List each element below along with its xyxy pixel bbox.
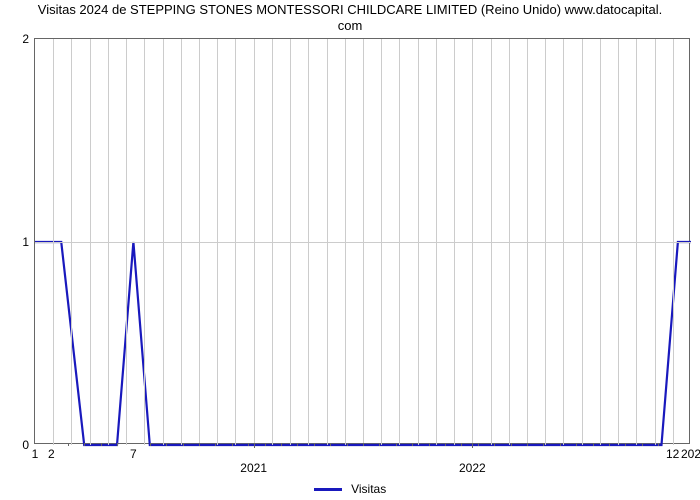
x-tick-minor: [297, 443, 298, 446]
gridline-vertical: [472, 39, 473, 445]
x-tick-minor: [101, 443, 102, 446]
x-tick-minor: [347, 443, 348, 446]
x-tick-minor: [183, 443, 184, 446]
x-tick-minor: [609, 443, 610, 446]
gridline-vertical: [108, 39, 109, 445]
x-tick-minor: [560, 443, 561, 446]
gridline-vertical: [126, 39, 127, 445]
gridline-vertical: [217, 39, 218, 445]
gridline-vertical: [655, 39, 656, 445]
x-tick-minor: [543, 443, 544, 446]
x-day-label: 1: [32, 447, 39, 461]
x-tick-minor: [625, 443, 626, 446]
gridline-vertical: [418, 39, 419, 445]
x-tick-minor: [412, 443, 413, 446]
x-tick-minor: [445, 443, 446, 446]
x-tick-minor: [68, 443, 69, 446]
gridline-vertical: [399, 39, 400, 445]
gridline-vertical: [327, 39, 328, 445]
x-day-label: 2: [48, 447, 55, 461]
title-line-1: Visitas 2024 de STEPPING STONES MONTESSO…: [38, 2, 662, 17]
gridline-vertical: [545, 39, 546, 445]
gridline-vertical: [582, 39, 583, 445]
gridline-vertical: [290, 39, 291, 445]
x-tick-minor: [396, 443, 397, 446]
x-tick-minor: [150, 443, 151, 446]
x-tick-minor: [576, 443, 577, 446]
x-tick-minor: [363, 443, 364, 446]
gridline-vertical: [272, 39, 273, 445]
gridline-vertical: [144, 39, 145, 445]
gridline-vertical: [381, 39, 382, 445]
gridline-vertical: [491, 39, 492, 445]
title-line-2: com: [338, 18, 363, 33]
x-tick-minor: [511, 443, 512, 446]
x-tick-minor: [478, 443, 479, 446]
gridline-vertical: [90, 39, 91, 445]
gridline-vertical: [363, 39, 364, 445]
gridline-vertical: [71, 39, 72, 445]
x-tick-major: [254, 443, 255, 448]
legend-swatch: [314, 488, 342, 491]
x-tick-minor: [379, 443, 380, 446]
x-tick-minor: [232, 443, 233, 446]
x-tick-minor: [429, 443, 430, 446]
x-tick-minor: [265, 443, 266, 446]
gridline-vertical: [199, 39, 200, 445]
x-tick-minor: [166, 443, 167, 446]
x-day-label: 7: [130, 447, 137, 461]
chart-title: Visitas 2024 de STEPPING STONES MONTESSO…: [0, 2, 700, 33]
x-day-label: 12: [666, 447, 679, 461]
gridline-vertical: [527, 39, 528, 445]
y-tick-label: 2: [22, 32, 29, 46]
x-tick-minor: [642, 443, 643, 446]
x-tick-minor: [199, 443, 200, 446]
legend-label: Visitas: [351, 482, 386, 496]
gridline-vertical: [600, 39, 601, 445]
gridline-vertical: [454, 39, 455, 445]
x-tick-minor: [117, 443, 118, 446]
x-tick-minor: [215, 443, 216, 446]
gridline-vertical: [636, 39, 637, 445]
x-year-label: 2022: [459, 461, 486, 475]
gridline-vertical: [181, 39, 182, 445]
x-tick-minor: [461, 443, 462, 446]
gridline-vertical: [53, 39, 54, 445]
gridline-vertical: [345, 39, 346, 445]
gridline-vertical: [563, 39, 564, 445]
x-tick-major: [472, 443, 473, 448]
x-day-label: 202: [681, 447, 700, 461]
legend: Visitas: [0, 482, 700, 496]
x-tick-minor: [314, 443, 315, 446]
gridline-vertical: [308, 39, 309, 445]
y-tick-label: 1: [22, 235, 29, 249]
y-tick-label: 0: [22, 438, 29, 452]
x-tick-minor: [248, 443, 249, 446]
gridline-vertical: [163, 39, 164, 445]
x-tick-minor: [84, 443, 85, 446]
x-tick-minor: [658, 443, 659, 446]
chart-container: Visitas 2024 de STEPPING STONES MONTESSO…: [0, 0, 700, 500]
gridline-vertical: [436, 39, 437, 445]
x-tick-minor: [281, 443, 282, 446]
plot-area: 0122021202212712202: [34, 38, 690, 444]
x-tick-minor: [494, 443, 495, 446]
gridline-vertical: [254, 39, 255, 445]
gridline-vertical: [509, 39, 510, 445]
gridline-vertical: [618, 39, 619, 445]
x-tick-minor: [330, 443, 331, 446]
gridline-vertical: [673, 39, 674, 445]
x-year-label: 2021: [240, 461, 267, 475]
x-tick-minor: [527, 443, 528, 446]
x-tick-minor: [593, 443, 594, 446]
gridline-vertical: [235, 39, 236, 445]
